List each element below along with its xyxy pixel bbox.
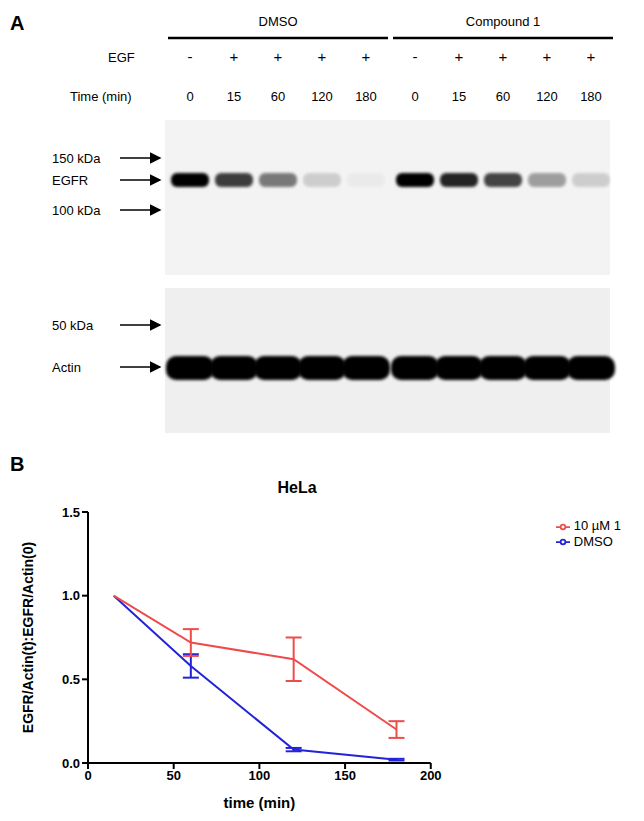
svg-text:50: 50 <box>166 768 180 783</box>
svg-text:60: 60 <box>271 89 285 104</box>
svg-text:DMSO: DMSO <box>259 14 298 29</box>
svg-text:150: 150 <box>334 768 356 783</box>
svg-text:A: A <box>10 12 24 34</box>
svg-text:Time (min): Time (min) <box>70 89 132 104</box>
html-text:10 µM 1: 10 µM 1 <box>573 518 621 533</box>
svg-text:+: + <box>230 48 239 65</box>
svg-text:180: 180 <box>580 89 602 104</box>
svg-text:EGFR: EGFR <box>52 173 88 188</box>
svg-text:Actin: Actin <box>52 360 81 375</box>
svg-text:time (min): time (min) <box>224 794 296 811</box>
svg-text:180: 180 <box>355 89 377 104</box>
svg-text:120: 120 <box>311 89 333 104</box>
svg-text:+: + <box>587 48 596 65</box>
svg-text:+: + <box>543 48 552 65</box>
svg-text:+: + <box>274 48 283 65</box>
svg-text:Compound 1: Compound 1 <box>466 14 540 29</box>
html-text:B: B <box>10 453 25 475</box>
svg-text:-: - <box>188 48 193 65</box>
svg-text:200: 200 <box>420 768 442 783</box>
svg-text:0: 0 <box>186 89 193 104</box>
html-text:HeLa: HeLa <box>277 479 317 496</box>
svg-text:+: + <box>318 48 327 65</box>
svg-text:0: 0 <box>84 768 91 783</box>
svg-text:1.5: 1.5 <box>62 505 80 520</box>
svg-text:+: + <box>455 48 464 65</box>
svg-text:15: 15 <box>452 89 466 104</box>
svg-text:100 kDa: 100 kDa <box>52 203 101 218</box>
svg-text:+: + <box>362 48 371 65</box>
svg-text:-: - <box>413 48 418 65</box>
svg-text:150 kDa: 150 kDa <box>52 151 101 166</box>
svg-text:100: 100 <box>249 768 271 783</box>
svg-text:15: 15 <box>227 89 241 104</box>
svg-text:+: + <box>499 48 508 65</box>
svg-text:120: 120 <box>536 89 558 104</box>
svg-text:60: 60 <box>496 89 510 104</box>
svg-text:EGFR/Actin(t):EGFR/Actin(0): EGFR/Actin(t):EGFR/Actin(0) <box>20 542 36 733</box>
html-text:DMSO: DMSO <box>573 533 613 549</box>
svg-text:1.0: 1.0 <box>62 588 80 603</box>
svg-text:0.5: 0.5 <box>62 672 80 687</box>
svg-text:EGF: EGF <box>108 50 135 65</box>
svg-text:50 kDa: 50 kDa <box>52 318 94 333</box>
svg-text:0.0: 0.0 <box>62 756 80 771</box>
svg-text:0: 0 <box>411 89 418 104</box>
